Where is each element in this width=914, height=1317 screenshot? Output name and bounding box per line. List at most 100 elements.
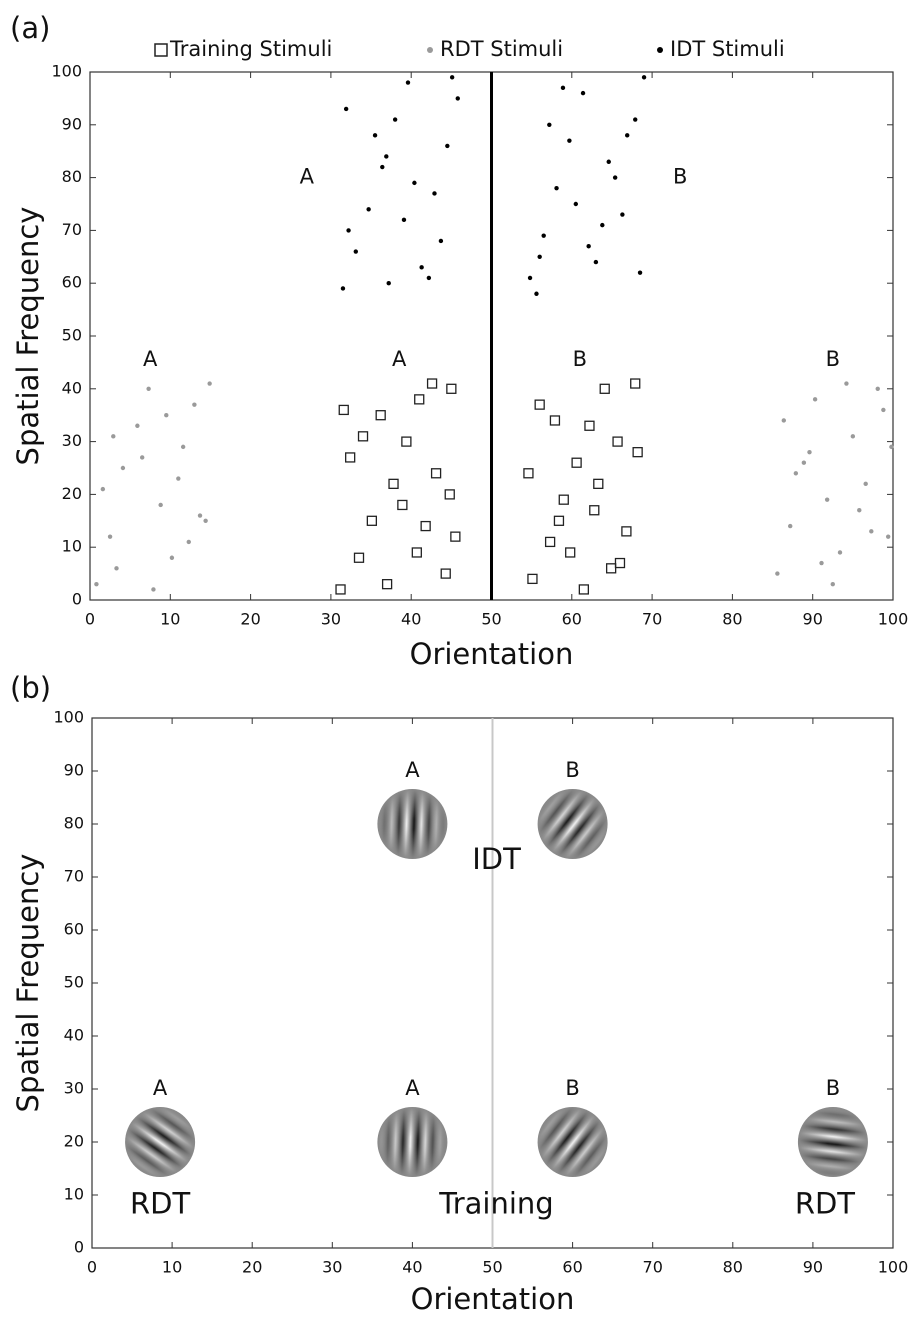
point (107, 534, 113, 539)
point (346, 228, 351, 233)
gabor (537, 789, 608, 859)
point (151, 587, 156, 592)
stimulus-label: A (405, 758, 420, 782)
x-tick-label: 20 (242, 1258, 262, 1277)
point (612, 436, 623, 447)
point (788, 523, 793, 529)
y-tick-label: 50 (64, 973, 84, 992)
point (573, 201, 579, 207)
point (139, 455, 145, 460)
point (614, 557, 626, 569)
panel: (b) 0 10 20 30 40 50 60 70 80 90 100 0 10 20 30 40 50 60 70… (10, 671, 908, 1316)
point (600, 222, 605, 228)
point (606, 159, 611, 164)
x-tick-label: 20 (240, 610, 260, 629)
point (386, 281, 391, 286)
point (440, 568, 451, 579)
x-tick-label: 100 (878, 1258, 909, 1277)
point (565, 547, 576, 558)
y-tick-label: 50 (62, 326, 82, 345)
point (857, 508, 862, 513)
x-tick-label: 90 (803, 1258, 823, 1277)
point (578, 584, 589, 595)
point (445, 143, 450, 149)
y-axis-label: Spatial Frequency (11, 207, 45, 466)
point (405, 80, 411, 85)
y-tick-label: 20 (64, 1132, 84, 1151)
panel-label: (b) (10, 671, 51, 705)
annotation: A (392, 347, 407, 371)
point (605, 563, 617, 574)
stimulus-label: B (826, 1076, 840, 1100)
y-tick-label: 20 (62, 484, 82, 503)
point (554, 185, 559, 191)
annotation: B (573, 347, 587, 371)
point (544, 536, 556, 548)
point (340, 286, 346, 291)
y-tick-label: 100 (53, 708, 84, 727)
gabor-stripes (537, 789, 608, 859)
point (889, 444, 894, 450)
point (366, 515, 378, 526)
point (146, 386, 151, 391)
x-tick-label: 10 (160, 610, 180, 629)
point (541, 233, 546, 238)
y-tick-label: 60 (62, 273, 82, 292)
point (558, 494, 569, 505)
point (875, 386, 880, 391)
point (446, 383, 457, 394)
y-tick-label: 30 (62, 431, 82, 450)
y-tick-label: 10 (62, 537, 82, 556)
point (114, 566, 119, 571)
y-tick-label: 40 (62, 378, 82, 397)
x-tick-label: 50 (482, 1258, 502, 1277)
x-tick-label: 50 (481, 610, 501, 629)
point (338, 404, 349, 416)
point (335, 584, 346, 595)
point (523, 468, 534, 479)
point (830, 581, 835, 587)
point (375, 410, 386, 421)
y-tick-label: 90 (64, 761, 84, 780)
panel: (a) 0 10 20 30 40 50 60 70 80 90 100 0 10 20 30 40 50 60 70… (10, 11, 908, 671)
gabor-stripes (125, 1107, 196, 1177)
point (384, 154, 389, 159)
annotation: IDT (472, 842, 521, 876)
x-tick-label: 80 (722, 610, 742, 629)
point (844, 381, 849, 386)
point (392, 117, 398, 122)
point (807, 449, 812, 455)
gabor-stripes (797, 1107, 868, 1177)
x-tick-label: 40 (402, 1258, 422, 1277)
point (527, 275, 533, 281)
gabor-stripes (377, 789, 448, 859)
point (372, 133, 378, 138)
point (567, 138, 572, 143)
point (620, 212, 625, 217)
point (584, 420, 595, 431)
stimulus-label: B (565, 758, 579, 782)
point (380, 164, 385, 170)
stimulus-label: B (565, 1076, 579, 1100)
x-tick-label: 40 (401, 610, 421, 629)
point (120, 465, 126, 471)
legend-label: RDT Stimuli (440, 37, 563, 61)
y-axis-label: Spatial Frequency (11, 854, 45, 1113)
point (621, 526, 632, 537)
point (426, 275, 432, 281)
point (197, 513, 203, 518)
point (345, 452, 356, 463)
gabor-stripes (377, 1107, 448, 1177)
point (553, 515, 565, 526)
point (100, 486, 106, 492)
point (632, 447, 643, 458)
point (176, 476, 181, 481)
point (450, 531, 461, 542)
y-tick-label: 10 (64, 1185, 84, 1204)
annotation: Training (438, 1187, 553, 1221)
point (135, 423, 140, 428)
point (527, 573, 538, 585)
point (414, 394, 425, 405)
